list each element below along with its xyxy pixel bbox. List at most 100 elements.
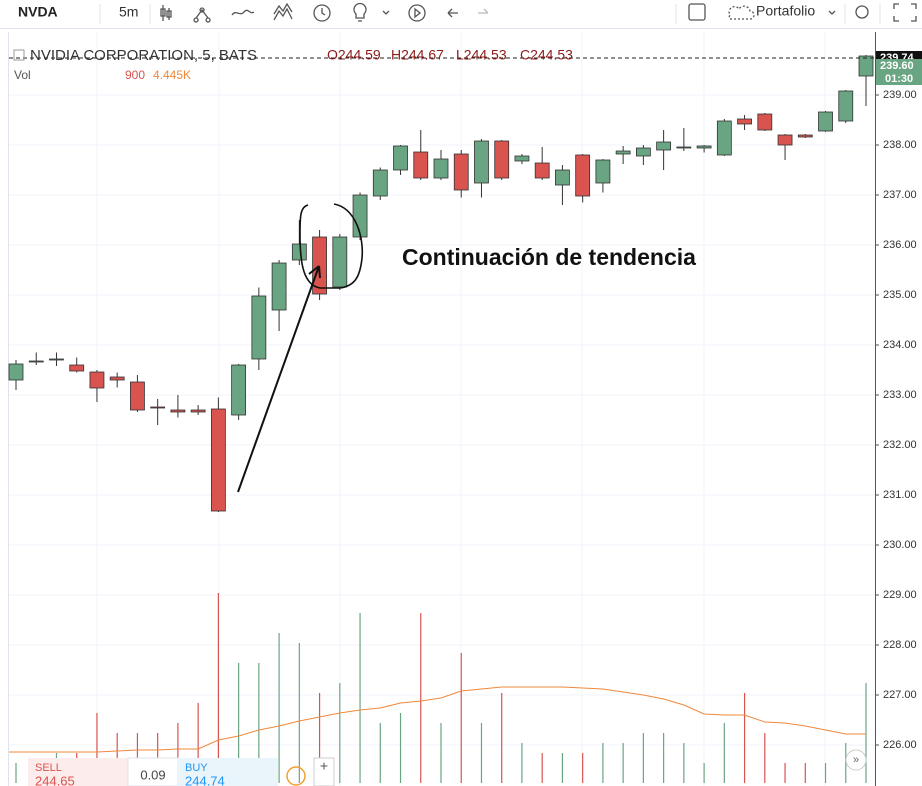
candle-body [251, 295, 267, 360]
candle-body [170, 409, 186, 413]
ohlc-close: C244.53 [520, 47, 573, 63]
replay-play [414, 7, 422, 19]
undo-icon[interactable] [447, 8, 458, 18]
countdown: 01:30 [885, 73, 913, 85]
y-tick-label: 227.00 [883, 689, 917, 701]
cloud-icon [728, 5, 755, 20]
buy-button[interactable] [178, 758, 278, 786]
plot [8, 32, 875, 786]
candle-body [575, 154, 591, 197]
portfolio[interactable]: Portafolio [756, 3, 815, 19]
ohlc-high: H244.67 [391, 47, 444, 63]
candle-body [271, 262, 287, 311]
replay-icon[interactable] [408, 4, 426, 22]
candle-body [453, 153, 469, 191]
candle-body [190, 409, 206, 413]
series-title: NVIDIA CORPORATION, 5, BATS [30, 47, 257, 64]
spread-box [127, 757, 179, 786]
candle-body [615, 150, 631, 155]
compare-icon[interactable] [193, 7, 211, 23]
toolbar [0, 0, 922, 28]
y-tick-label: 226.00 [883, 739, 917, 751]
sell-button[interactable] [28, 758, 128, 786]
candle-body [514, 155, 530, 162]
dropdown-icon[interactable] [382, 10, 390, 15]
sell-label: SELL [35, 762, 62, 774]
candle-body [555, 169, 570, 186]
candle-body [69, 364, 85, 372]
candle-body [49, 358, 64, 361]
arrow [237, 265, 321, 493]
templates-icon[interactable] [273, 2, 293, 21]
y-tick-label: 232.00 [883, 439, 917, 451]
info-icon[interactable] [286, 766, 306, 786]
candle-body [858, 55, 874, 77]
symbol[interactable]: NVDA [18, 4, 58, 20]
indicators-icon[interactable] [231, 9, 255, 16]
candle-body [777, 134, 793, 146]
interval[interactable]: 5m [119, 4, 138, 20]
sell-price: 244.65 [35, 773, 75, 786]
candle-body [231, 364, 247, 416]
highlight-outline [299, 203, 364, 289]
candle-body [716, 120, 732, 156]
candle-body [676, 146, 692, 149]
y-tick-label: 233.00 [883, 389, 917, 401]
candle-body [393, 145, 408, 171]
candle-body [8, 363, 24, 381]
y-tick-label: 237.00 [883, 189, 917, 201]
y-tick-label: 235.00 [883, 289, 917, 301]
collapse-icon[interactable] [13, 49, 25, 61]
candle-body [757, 113, 773, 131]
candle-body [332, 236, 348, 288]
ohlc-open: O244.59 [327, 47, 381, 63]
scroll-right[interactable] [845, 749, 867, 771]
fullscreen-icon[interactable] [688, 3, 706, 21]
candle-body [433, 158, 449, 179]
volume-value: 900 [125, 68, 145, 82]
candle-body [494, 140, 510, 179]
settings-icon[interactable] [855, 5, 869, 19]
candle-body [352, 194, 368, 238]
candle-body [28, 360, 44, 363]
redo-icon[interactable] [478, 8, 489, 14]
candle-body [737, 118, 752, 125]
annotation: Continuación de tendencia [402, 244, 696, 270]
y-tick-label: 229.00 [883, 589, 917, 601]
candle-body [696, 145, 712, 149]
ohlc-low: L244.53 [456, 47, 507, 63]
chart-type-icon[interactable] [160, 5, 172, 21]
y-tick-label: 228.00 [883, 639, 917, 651]
trade-panel: SELL 244.65 0.09 BUY 244.74 + » [28, 749, 867, 786]
dropdown-icon[interactable] [828, 10, 836, 15]
spread: 0.09 [140, 767, 165, 782]
volume-ma-value: 4.445K [153, 68, 191, 82]
y-tick-label: 236.00 [883, 239, 917, 251]
price-tag-label: 239.60 [880, 60, 914, 72]
candle-body [150, 406, 166, 409]
alert-hand [321, 8, 326, 16]
buy-price: 244.74 [185, 773, 225, 786]
y-tick-label: 238.00 [883, 139, 917, 151]
volume-ma-line [9, 686, 866, 753]
expand-icon[interactable] [893, 3, 917, 22]
scroll-right-icon: » [853, 754, 859, 766]
y-tick-label: 239.00 [883, 89, 917, 101]
candle-body [210, 408, 226, 512]
zoom-in[interactable]: + [320, 758, 328, 774]
candle-body [474, 140, 489, 184]
candle-body [89, 371, 105, 389]
idea-icon[interactable] [353, 2, 367, 22]
candle-body [534, 162, 550, 179]
y-tick-label: 234.00 [883, 339, 917, 351]
alert-icon[interactable] [313, 4, 331, 22]
candle-body [635, 147, 651, 157]
candle-body [372, 169, 388, 197]
candle-body [818, 111, 833, 132]
zoom-buttons[interactable] [313, 757, 335, 786]
price-tag [876, 59, 922, 72]
candle-body [291, 243, 307, 261]
y-tick-label: 230.00 [883, 539, 917, 551]
candle-body [595, 159, 611, 184]
